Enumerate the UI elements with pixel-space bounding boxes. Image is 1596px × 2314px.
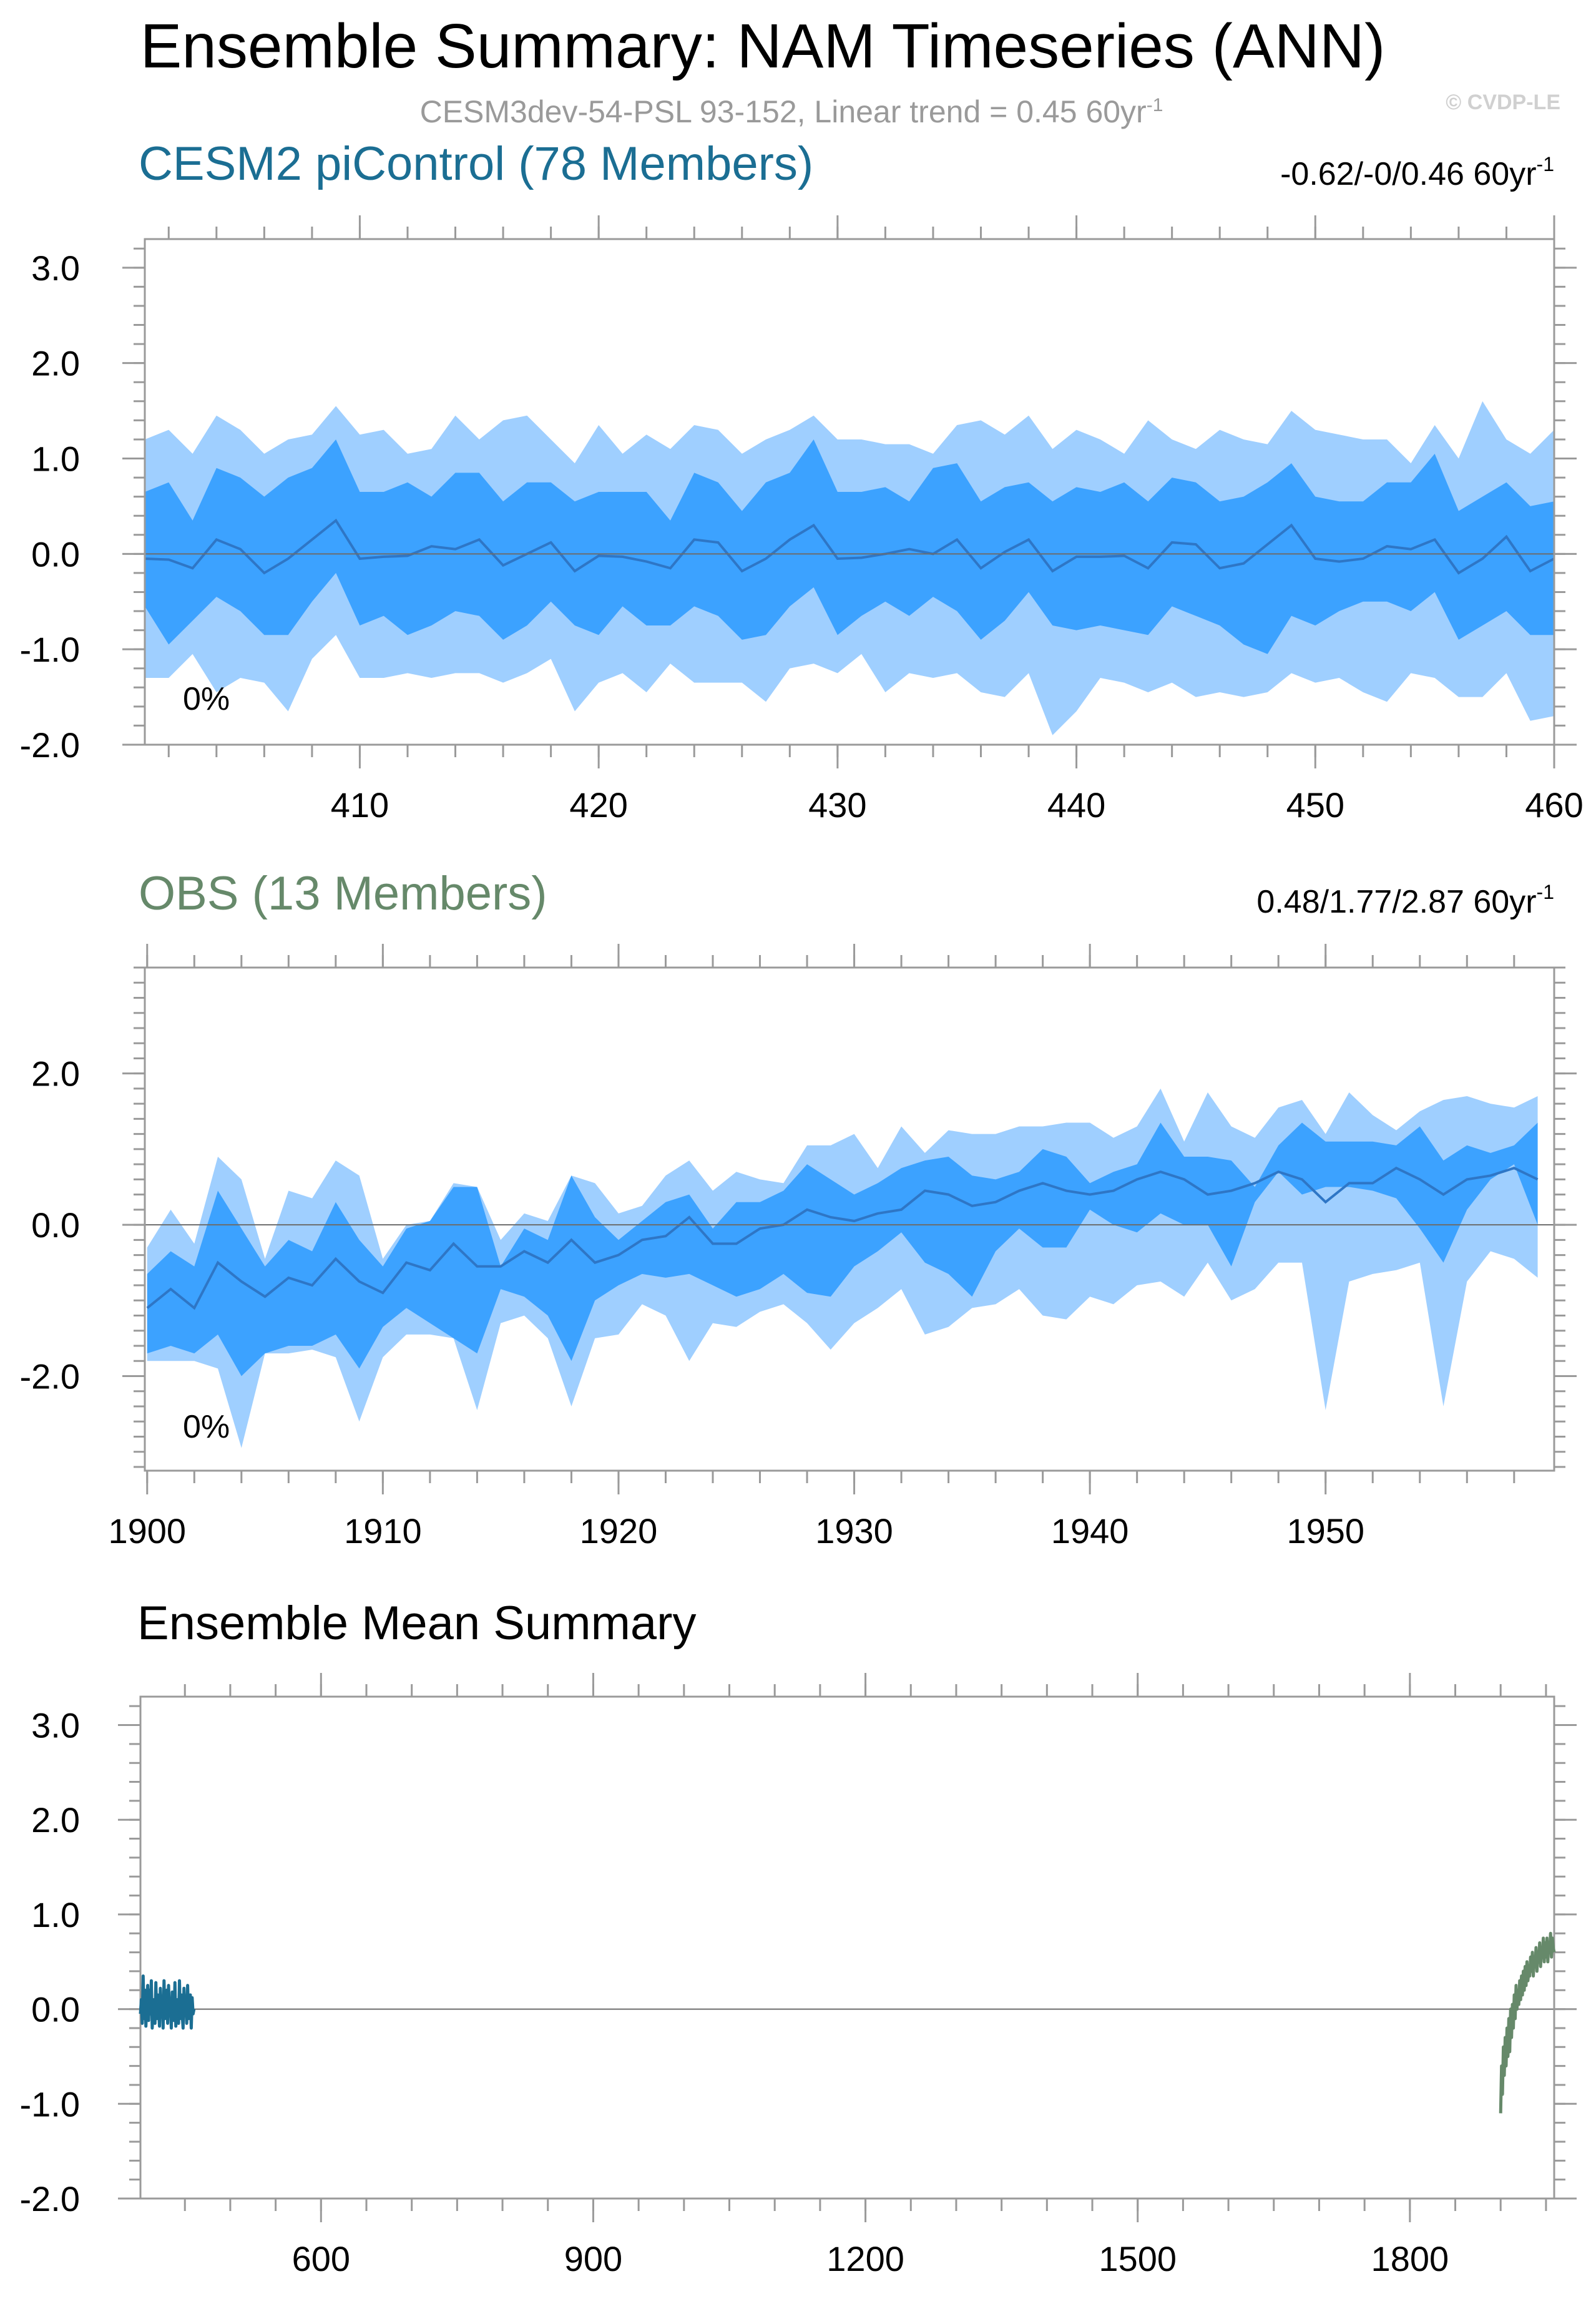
y-tick-label-summary: -1.0 [20,2084,81,2124]
ensemble-mean-line-cesm2 [144,518,1555,575]
x-tick-label-obs: 1900 [108,1511,186,1551]
trend-superscript-cesm2: -1 [1537,153,1554,175]
panel-summary: Ensemble Mean Summary 600 900 1200 1500 1800… [20,1597,1577,2278]
x-tick-label-obs: 1910 [344,1511,422,1551]
y-tick-label-obs: 0.0 [31,1205,80,1245]
x-tick-label-summary: 1500 [1099,2239,1177,2278]
y-tick-label-cesm2: -2.0 [20,725,81,765]
x-tick-label-summary: 900 [564,2239,622,2278]
x-tick-label-cesm2: 410 [331,785,389,825]
panel-title-summary: Ensemble Mean Summary [137,1597,696,1650]
y-tick-label-cesm2: 2.0 [31,344,80,383]
plot-area-obs: 1900 1910 1920 1930 1940 1950 2.0 0.0 -2.0 [20,944,1577,1551]
x-tick-label-obs: 1930 [815,1511,893,1551]
y-tick-label-summary: 0.0 [31,1990,80,2029]
y-tick-label-summary: 1.0 [31,1895,80,1934]
ensemble-mean-line-obs [146,1166,1539,1310]
plot-frame-obs [144,966,1555,1472]
x-tick-label-cesm2: 440 [1047,785,1105,825]
y-tick-label-obs: 2.0 [31,1054,80,1094]
x-tick-label-obs: 1940 [1051,1511,1129,1551]
x-tick-label-obs: 1950 [1286,1511,1364,1551]
inner-range-band-cesm2 [145,439,1554,654]
x-tick-label-cesm2: 420 [569,785,627,825]
x-tick-label-summary: 600 [292,2239,350,2278]
percent-label-obs: 0% [183,1409,230,1445]
y-tick-label-cesm2: 1.0 [31,439,80,479]
trend-text-obs: 0.48/1.77/2.87 60yr-1 [1256,881,1554,920]
y-tick-label-cesm2: 3.0 [31,248,80,288]
trend-value-obs: 0.48/1.77/2.87 60yr [1256,884,1536,920]
x-tick-label-cesm2: 460 [1525,785,1583,825]
plot-frame-cesm2 [144,238,1555,746]
plot-frame-summary [139,1695,1555,2200]
percent-label-cesm2: 0% [183,681,230,717]
panel-cesm2: CESM2 piControl (78 Members) -0.62/-0/0.… [20,137,1584,825]
subtitle-superscript: -1 [1147,95,1163,115]
panel-obs: OBS (13 Members) 0.48/1.77/2.87 60yr-1 1… [20,867,1577,1551]
y-tick-label-summary: -2.0 [20,2179,81,2218]
series-line-obs [1499,1931,1556,2114]
main-title: Ensemble Summary: NAM Timeseries (ANN) [140,11,1386,81]
series-line-cesm2 [139,1974,196,2030]
x-tick-label-summary: 1200 [826,2239,904,2278]
panel-title-cesm2: CESM2 piControl (78 Members) [139,137,813,190]
y-tick-label-cesm2: 0.0 [31,534,80,574]
plot-area-summary: 600 900 1200 1500 1800 3.0 2.0 1.0 0.0 -1.0 -2.0 [20,1673,1577,2278]
y-tick-label-cesm2: -1.0 [20,630,81,669]
trend-superscript-obs: -1 [1537,881,1554,903]
y-tick-label-obs: -2.0 [20,1356,81,1396]
x-tick-label-cesm2: 450 [1286,785,1344,825]
x-tick-label-cesm2: 430 [808,785,866,825]
trend-text-cesm2: -0.62/-0/0.46 60yr-1 [1280,153,1554,192]
trend-value-cesm2: -0.62/-0/0.46 60yr [1280,156,1536,192]
plot-area-cesm2: 410 420 430 440 450 460 3.0 2.0 1.0 0.0 -1.0 -2.0 [20,215,1584,825]
credit-watermark: © CVDP-LE [1446,91,1560,114]
x-tick-label-summary: 1800 [1371,2239,1449,2278]
y-tick-label-summary: 2.0 [31,1800,80,1840]
x-tick-label-obs: 1920 [580,1511,658,1551]
subtitle: CESM3dev-54-PSL 93-152, Linear trend = 0… [420,94,1163,129]
subtitle-text: CESM3dev-54-PSL 93-152, Linear trend = 0… [420,94,1147,129]
y-tick-label-summary: 3.0 [31,1706,80,1745]
inner-range-band-obs [147,1122,1538,1376]
panel-title-obs: OBS (13 Members) [139,867,547,920]
